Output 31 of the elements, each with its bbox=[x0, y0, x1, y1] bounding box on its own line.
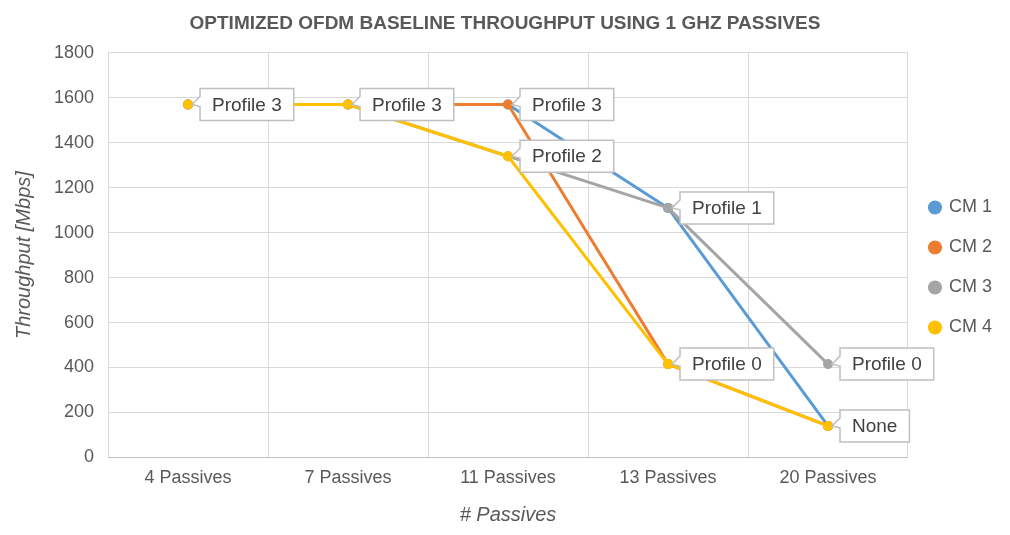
x-tick-label: 13 Passives bbox=[619, 467, 717, 488]
annotation: Profile 0 bbox=[852, 353, 922, 375]
annotation: Profile 1 bbox=[692, 197, 762, 219]
annotation: None bbox=[852, 415, 898, 437]
legend-label: CM 1 bbox=[949, 196, 993, 217]
x-tick-label: 4 Passives bbox=[144, 467, 232, 488]
y-tick-label: 1800 bbox=[54, 41, 95, 62]
y-tick-label: 200 bbox=[64, 401, 95, 422]
y-tick-label: 0 bbox=[84, 446, 95, 467]
annotation: Profile 3 bbox=[372, 93, 442, 115]
legend-label: CM 3 bbox=[949, 276, 993, 297]
y-tick-label: 1000 bbox=[54, 221, 95, 242]
y-tick-label: 600 bbox=[64, 311, 95, 332]
annotation: Profile 3 bbox=[212, 93, 282, 115]
y-tick-label: 400 bbox=[64, 356, 95, 377]
x-tick-label: 20 Passives bbox=[779, 467, 877, 488]
point bbox=[823, 359, 833, 370]
annotation: Profile 3 bbox=[532, 93, 602, 115]
legend-label: CM 2 bbox=[949, 236, 993, 257]
y-axis-title: Throughput [Mbps] bbox=[11, 170, 34, 340]
x-tick-label: 11 Passives bbox=[460, 467, 556, 488]
y-tick-label: 800 bbox=[64, 266, 95, 287]
annotation: Profile 0 bbox=[692, 353, 762, 375]
x-tick-label: 7 Passives bbox=[304, 467, 392, 488]
y-tick-label: 1200 bbox=[54, 176, 95, 197]
annotation: Profile 2 bbox=[532, 145, 602, 167]
y-tick-label: 1400 bbox=[54, 131, 95, 152]
y-tick-label: 1600 bbox=[54, 86, 95, 107]
legend-label: CM 4 bbox=[949, 316, 993, 337]
chart-title: OPTIMIZED OFDM BASELINE THROUGHPUT USING 1 GHZ PASSIVES bbox=[189, 11, 821, 33]
x-axis-title: # Passives bbox=[459, 502, 557, 525]
